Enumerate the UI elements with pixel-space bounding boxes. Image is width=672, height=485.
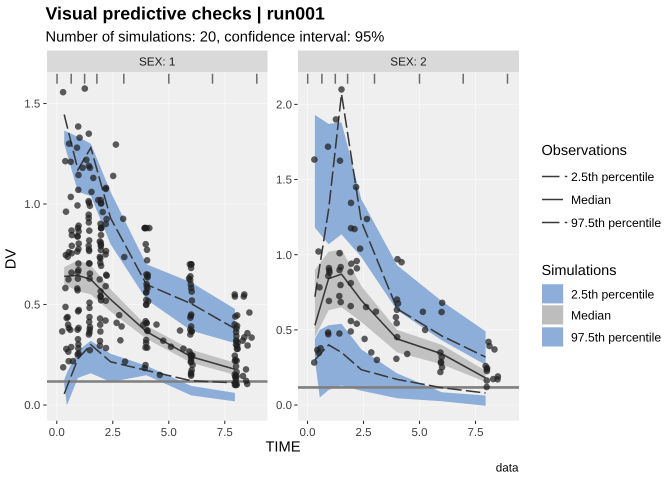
svg-text:5.0: 5.0 <box>412 427 428 439</box>
svg-text:0.5: 0.5 <box>276 325 292 337</box>
svg-text:Visual predictive checks | run: Visual predictive checks | run001 <box>46 4 326 24</box>
svg-text:2.0: 2.0 <box>276 100 292 112</box>
svg-text:SEX: 1: SEX: 1 <box>139 56 175 69</box>
svg-text:0.0: 0.0 <box>24 400 40 412</box>
svg-text:1.0: 1.0 <box>276 250 292 262</box>
svg-text:0.0: 0.0 <box>276 400 292 412</box>
svg-text:DV: DV <box>4 249 20 270</box>
svg-text:1.5: 1.5 <box>276 175 292 187</box>
svg-text:97.5th percentile: 97.5th percentile <box>571 331 661 345</box>
svg-text:1.5: 1.5 <box>24 99 40 111</box>
svg-text:SEX: 2: SEX: 2 <box>390 56 426 69</box>
svg-text:7.5: 7.5 <box>217 427 233 439</box>
svg-text:Median: Median <box>571 309 611 323</box>
svg-text:5.0: 5.0 <box>161 427 177 439</box>
svg-text:Observations: Observations <box>542 143 627 159</box>
svg-text:1.0: 1.0 <box>24 199 40 211</box>
svg-text:Median: Median <box>571 193 611 207</box>
svg-text:0.5: 0.5 <box>24 300 40 312</box>
svg-text:2.5th percentile: 2.5th percentile <box>571 287 655 301</box>
svg-text:7.5: 7.5 <box>468 427 484 439</box>
svg-text:97.5th percentile: 97.5th percentile <box>571 216 661 230</box>
svg-text:data: data <box>496 462 519 475</box>
svg-text:2.5: 2.5 <box>356 427 372 439</box>
svg-text:TIME: TIME <box>265 440 300 456</box>
svg-text:Number of simulations: 20, con: Number of simulations: 20, confidence in… <box>46 30 385 46</box>
svg-text:Simulations: Simulations <box>542 263 617 279</box>
svg-text:2.5th percentile: 2.5th percentile <box>571 170 655 184</box>
svg-text:2.5: 2.5 <box>105 427 121 439</box>
svg-text:0.0: 0.0 <box>300 427 316 439</box>
svg-text:0.0: 0.0 <box>49 427 65 439</box>
